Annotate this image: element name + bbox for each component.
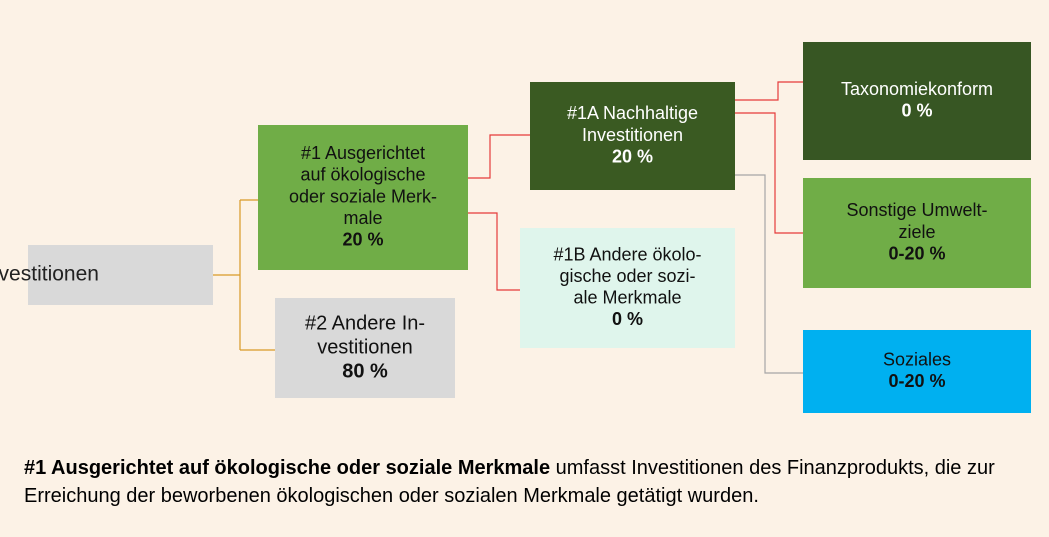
node-label: #1 Ausgerichtet <box>301 143 425 163</box>
node-label: Sonstige Umwelt- <box>846 200 987 220</box>
footnote-text: umfasst Investitionen des Finanzprodukts… <box>24 457 995 507</box>
node-box <box>275 298 455 398</box>
node-label: vestitionen <box>317 336 413 358</box>
node-label: Investitionen <box>582 125 683 145</box>
footnote-bold: #1 Ausgerichtet auf ökologische oder soz… <box>24 457 551 479</box>
node-label: #2 Andere In- <box>305 312 425 334</box>
node-label: ziele <box>898 222 935 242</box>
connector <box>735 81 803 234</box>
node-label: oder soziale Merk- <box>289 186 437 206</box>
node-box <box>28 245 213 305</box>
node-box <box>258 125 468 270</box>
node-label: Investitionen <box>0 263 99 286</box>
node-box <box>803 330 1031 413</box>
node-value: 80 % <box>342 360 388 382</box>
node-box <box>803 42 1031 160</box>
node-value: 0-20 % <box>888 243 945 263</box>
node-label: #1B Andere ökolo- <box>553 244 701 264</box>
node-box <box>530 82 735 190</box>
node-label: ale Merkmale <box>573 288 681 308</box>
node-box <box>803 178 1031 288</box>
connector <box>213 199 275 351</box>
node-label: male <box>343 208 382 228</box>
connector <box>468 134 530 291</box>
node-label: auf ökologische <box>300 165 425 185</box>
node-label: gische oder sozi- <box>559 266 695 286</box>
node-value: 20 % <box>342 229 383 249</box>
node-value: 0-20 % <box>888 371 945 391</box>
node-value: 0 % <box>901 101 932 121</box>
footnote: #1 Ausgerichtet auf ökologische oder soz… <box>24 454 1034 510</box>
node-label: Soziales <box>883 349 951 369</box>
node-box <box>520 228 735 348</box>
node-value: 20 % <box>612 146 653 166</box>
node-value: 0 % <box>612 309 643 329</box>
node-label: #1A Nachhaltige <box>567 103 698 123</box>
node-label: Taxonomiekonform <box>841 79 993 99</box>
connector <box>735 174 803 374</box>
connectors <box>213 81 803 374</box>
